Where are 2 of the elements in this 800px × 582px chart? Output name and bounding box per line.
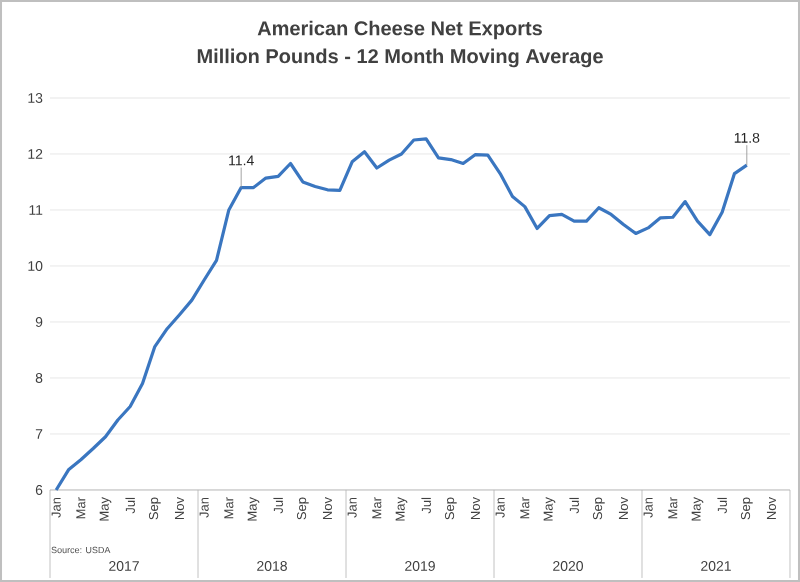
chart-title: American Cheese Net Exports [257, 20, 542, 40]
chart-subtitle: Million Pounds - 12 Month Moving Average [197, 48, 603, 68]
